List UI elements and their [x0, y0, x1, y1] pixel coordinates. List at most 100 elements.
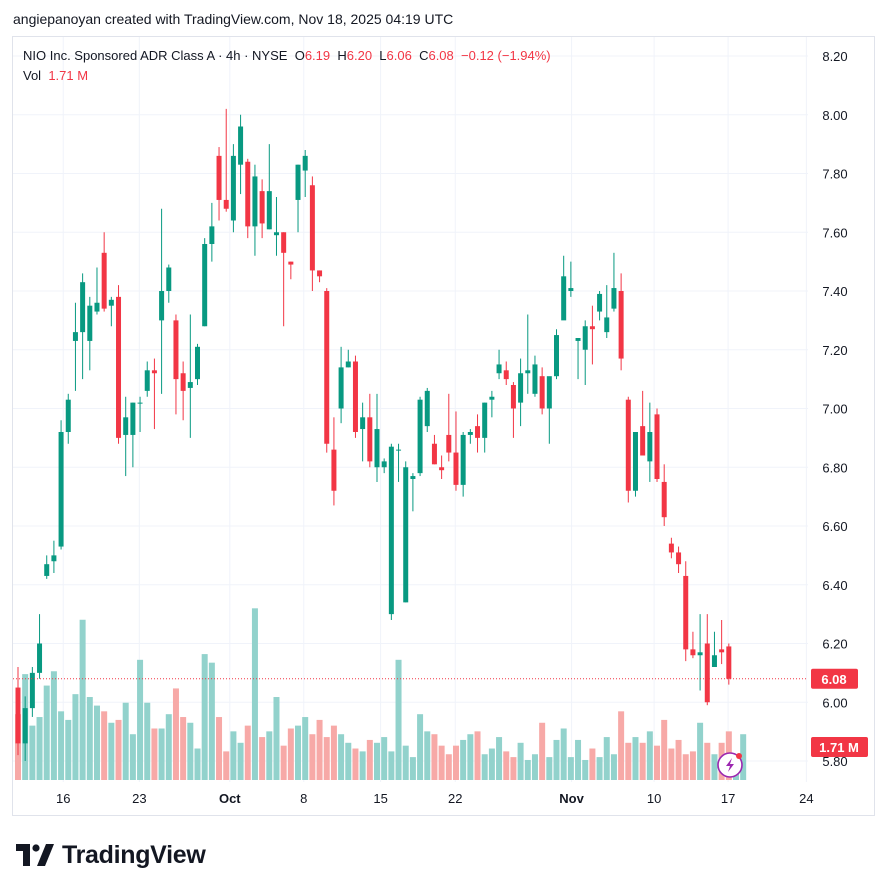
candle — [525, 314, 531, 394]
candle — [216, 147, 222, 221]
candle — [374, 393, 380, 482]
candle-body — [245, 161, 251, 227]
volume-bar — [610, 754, 617, 780]
candle-body — [29, 672, 35, 709]
volume-bar — [467, 734, 474, 780]
volume-bar — [302, 717, 309, 780]
tradingview-logo-icon — [16, 844, 54, 866]
volume-bar — [531, 754, 538, 780]
candle — [539, 367, 545, 415]
candle — [116, 285, 122, 444]
candle-body — [202, 244, 208, 327]
volume-bar — [79, 619, 86, 780]
x-tick-label: 8 — [300, 791, 307, 806]
candle-body — [489, 396, 495, 400]
volume-bar — [661, 719, 668, 780]
volume-bar — [366, 739, 373, 780]
candle-body — [482, 402, 488, 438]
candle — [467, 429, 473, 444]
candle-body — [640, 426, 646, 456]
candle — [173, 314, 179, 415]
candle-body — [137, 402, 143, 404]
volume-bar — [452, 745, 459, 780]
y-tick-label: 6.60 — [822, 519, 847, 534]
y-tick-label: 8.20 — [822, 49, 847, 64]
candle-body — [690, 649, 696, 656]
candle-body — [625, 399, 631, 491]
candle-body — [697, 652, 703, 656]
candle-body — [345, 361, 351, 368]
candle — [29, 667, 35, 717]
candle-body — [295, 164, 301, 200]
candle — [360, 402, 366, 462]
candle-body — [281, 232, 287, 253]
candle — [475, 414, 481, 453]
candle-body — [424, 390, 430, 427]
candle — [58, 420, 64, 550]
x-tick-label: Oct — [219, 791, 241, 806]
candle-body — [101, 252, 107, 309]
volume-bar — [273, 697, 280, 780]
candle — [546, 376, 552, 444]
candle-body — [259, 191, 265, 224]
candle-body — [525, 370, 531, 374]
candle — [94, 267, 100, 315]
legend-symbol[interactable]: NIO Inc. Sponsored ADR Class A · 4h · NY… — [23, 48, 288, 63]
candle-body — [654, 414, 660, 479]
volume-bar — [144, 702, 151, 780]
y-tick-label: 7.20 — [822, 343, 847, 358]
candle-body — [518, 373, 524, 403]
candle-body — [80, 282, 86, 333]
volume-bar — [402, 745, 409, 780]
candle — [288, 261, 294, 280]
candle — [676, 546, 682, 573]
candle — [640, 390, 646, 456]
candle — [80, 273, 86, 380]
x-tick-label: 23 — [132, 791, 146, 806]
candle-body — [159, 291, 165, 321]
volume-bar — [438, 745, 445, 780]
candle-body — [647, 432, 653, 462]
volume-bar — [567, 757, 574, 780]
candle — [647, 402, 653, 482]
volume-bar — [323, 737, 330, 780]
candle — [22, 696, 28, 761]
candle-body — [711, 655, 717, 667]
chart-frame[interactable] — [12, 36, 875, 816]
volume-bar — [625, 742, 632, 780]
candle — [144, 361, 150, 397]
candles — [15, 108, 732, 761]
candle — [159, 208, 165, 394]
volume-bar — [50, 671, 57, 780]
candle — [431, 434, 437, 465]
volume-bar — [201, 654, 208, 780]
candle — [396, 443, 402, 482]
candle — [661, 464, 667, 526]
volume-bar — [101, 711, 108, 780]
candle — [489, 390, 495, 418]
lightning-icon[interactable] — [717, 752, 743, 778]
tradingview-logo[interactable]: TradingView — [16, 840, 206, 870]
candle — [108, 296, 114, 327]
candle-body — [266, 191, 272, 230]
volume-bar — [230, 731, 237, 780]
candle-body — [360, 417, 366, 430]
candle-body — [568, 288, 574, 291]
y-tick-label: 6.00 — [822, 695, 847, 710]
candle — [37, 614, 43, 679]
candle-body — [37, 643, 43, 673]
candle-body — [223, 199, 229, 209]
candle — [123, 396, 129, 477]
candle — [266, 144, 272, 230]
volume-bar — [237, 742, 244, 780]
candle — [202, 238, 208, 327]
candle — [654, 408, 660, 482]
candle — [245, 158, 251, 239]
grid — [13, 37, 808, 782]
volume-bar — [654, 745, 661, 780]
volume-bar — [481, 754, 488, 780]
candle-body — [561, 276, 567, 321]
candle — [403, 461, 409, 603]
candle-body — [367, 417, 373, 462]
